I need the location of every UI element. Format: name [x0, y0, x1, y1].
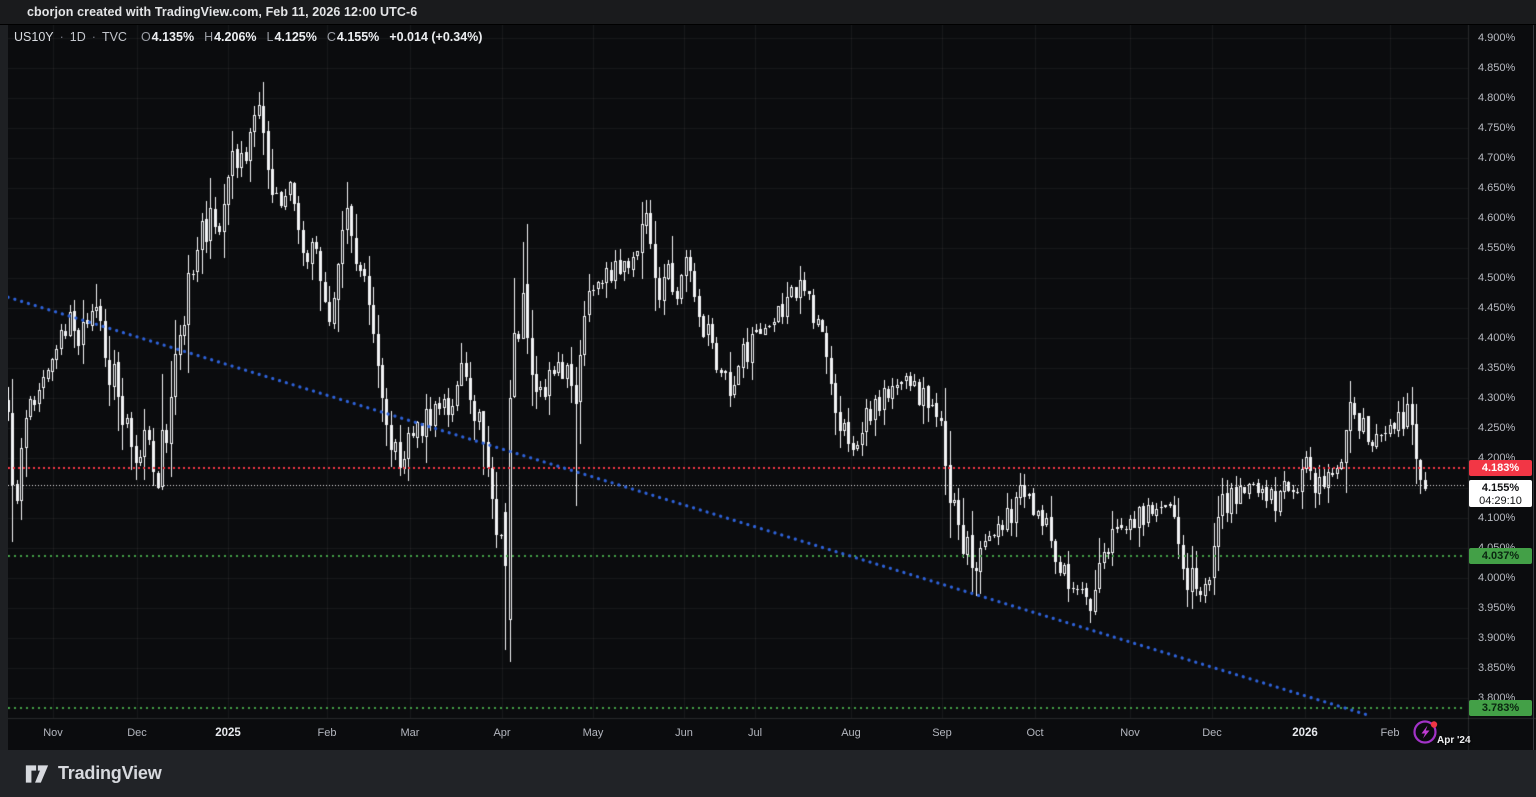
- lightning-anchor-icon[interactable]: [1410, 716, 1442, 748]
- price-tick-label: 4.400%: [1478, 332, 1516, 344]
- price-tick-label: 4.750%: [1478, 122, 1516, 134]
- high-value: 4.206%: [214, 30, 257, 44]
- time-tick-label: Nov: [1120, 727, 1140, 739]
- price-tick-label: 4.300%: [1478, 392, 1516, 404]
- open-value: 4.135%: [151, 30, 195, 44]
- close-label: C: [326, 30, 336, 44]
- price-tick-label: 4.700%: [1478, 152, 1516, 164]
- price-tick-label: 4.500%: [1478, 272, 1516, 284]
- time-tick-label: Jun: [675, 727, 693, 739]
- alert-price-label[interactable]: 4.183%: [1469, 460, 1532, 477]
- symbol-legend[interactable]: US10Y · 1D · TVC O 4.135% H 4.206% L 4.125%…: [14, 30, 482, 44]
- price-tick-label: 4.600%: [1478, 212, 1516, 224]
- time-tick-label: Apr: [493, 727, 511, 739]
- symbol-name[interactable]: US10Y: [14, 30, 54, 44]
- price-tick-label: 4.350%: [1478, 362, 1516, 374]
- lightning-bolt-icon: [1421, 725, 1430, 739]
- current-price-label: 4.155% 04:29:10: [1469, 480, 1532, 507]
- footer-bar: TradingView: [0, 750, 1536, 797]
- price-tick-label: 3.950%: [1478, 602, 1516, 614]
- price-tick-label: 4.100%: [1478, 512, 1516, 524]
- high-label: H: [204, 30, 214, 44]
- price-tick-label: 3.850%: [1478, 662, 1516, 674]
- price-tick-label: 4.250%: [1478, 422, 1516, 434]
- time-tick-label: Oct: [1026, 727, 1044, 739]
- legend-separator: ·: [59, 30, 64, 44]
- time-tick-label: Mar: [400, 727, 420, 739]
- time-tick-label: May: [582, 727, 604, 739]
- time-tick-label: Feb: [1380, 727, 1400, 739]
- price-axis[interactable]: 4.900% 4.850% 4.800% 4.750% 4.700% 4.650% 4.60…: [1468, 25, 1536, 718]
- time-tick-label: 2025: [215, 727, 241, 739]
- time-tick-label: Dec: [1202, 727, 1222, 739]
- chart-panel[interactable]: US10Y · 1D · TVC O 4.135% H 4.206% L 4.125%…: [0, 25, 1536, 750]
- support-price-label-1[interactable]: 4.037%: [1469, 547, 1532, 564]
- time-tick-label: Nov: [43, 727, 63, 739]
- legend-separator: ·: [91, 30, 96, 44]
- attribution-bar: cborjon created with TradingView.com, Fe…: [0, 0, 1536, 25]
- tradingview-logo-text: TradingView: [58, 763, 162, 783]
- drawing-toolbar-edge[interactable]: [0, 25, 8, 750]
- candlestick-chart-canvas[interactable]: [0, 25, 1536, 750]
- time-axis[interactable]: Nov Dec 2025 Feb Mar Apr May Jun Jul Aug Sep Oct Nov…: [0, 718, 1468, 750]
- bar-countdown-timer: 04:29:10: [1479, 495, 1522, 507]
- current-price-value: 4.155%: [1481, 482, 1520, 494]
- price-tick-label: 4.850%: [1478, 62, 1516, 74]
- time-tick-label: Dec: [127, 727, 147, 739]
- price-tick-label: 4.800%: [1478, 92, 1516, 104]
- price-tick-label: 3.900%: [1478, 632, 1516, 644]
- exchange-label[interactable]: TVC: [101, 30, 127, 44]
- price-tick-label: 4.450%: [1478, 302, 1516, 314]
- time-tick-label: Feb: [317, 727, 337, 739]
- price-tick-label: 4.900%: [1478, 32, 1516, 44]
- attribution-text: cborjon created with TradingView.com, Fe…: [27, 5, 418, 19]
- time-tick-label: Sep: [932, 727, 952, 739]
- time-tick-label: 2026: [1292, 727, 1318, 739]
- time-tick-label: Jul: [747, 727, 763, 739]
- close-value: 4.155%: [336, 30, 380, 44]
- price-tick-label: 4.550%: [1478, 242, 1516, 254]
- open-label: O: [140, 30, 151, 44]
- interval-label[interactable]: 1D: [69, 30, 86, 44]
- tradingview-logo[interactable]: TradingView: [25, 763, 162, 784]
- change-value: +0.014 (+0.34%): [389, 30, 483, 44]
- tradingview-logo-icon: [25, 764, 49, 783]
- alert-badge-dot: [1430, 721, 1438, 728]
- anchor-date-label: Apr '24: [1437, 735, 1471, 746]
- time-tick-label: Aug: [841, 727, 861, 739]
- support-price-label-2[interactable]: 3.783%: [1469, 700, 1532, 717]
- price-tick-label: 4.000%: [1478, 572, 1516, 584]
- price-tick-label: 4.650%: [1478, 182, 1516, 194]
- low-value: 4.125%: [274, 30, 317, 44]
- panel-right-border: [1533, 25, 1534, 750]
- low-label: L: [266, 30, 274, 44]
- ohlc-values: O 4.135% H 4.206% L 4.125% C 4.155%: [141, 30, 379, 44]
